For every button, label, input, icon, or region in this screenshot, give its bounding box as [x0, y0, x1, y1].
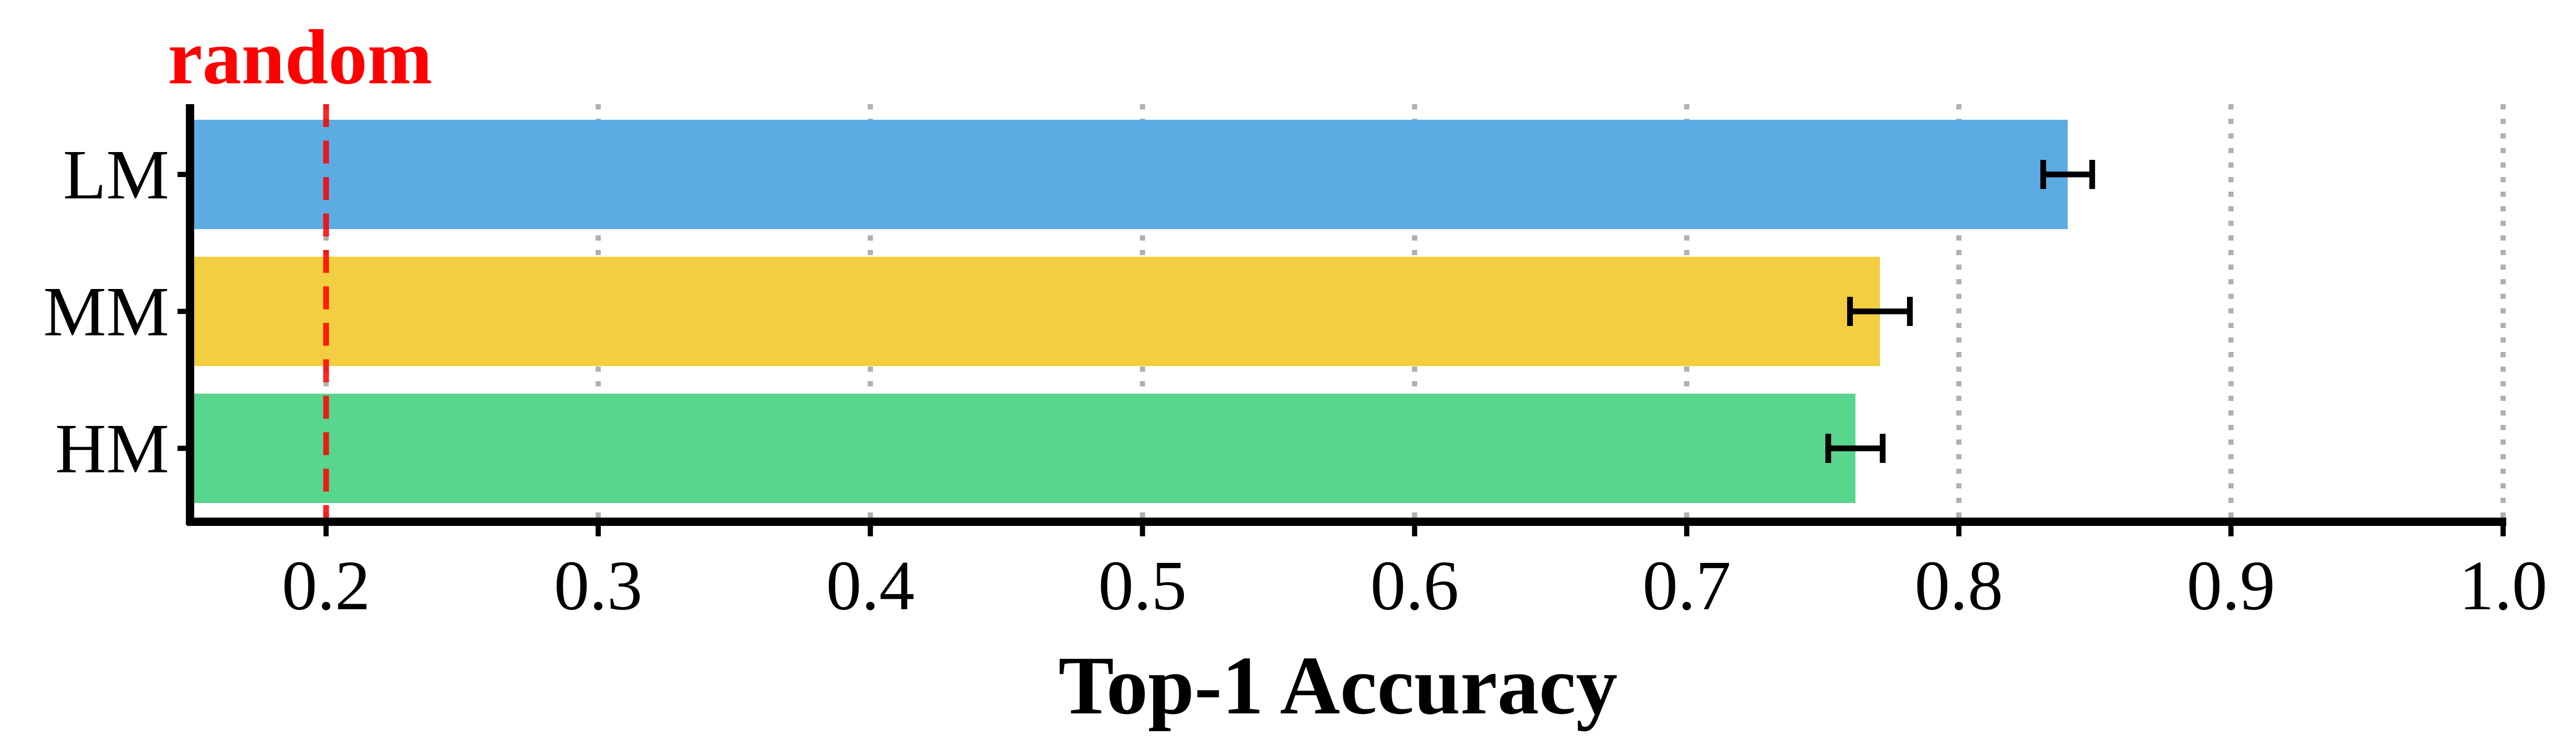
x-tick-label-5: 0.7: [1643, 547, 1731, 625]
y-tick-label-mm: MM: [43, 273, 169, 351]
x-tick-label-8: 1.0: [2459, 547, 2547, 625]
bars: [190, 120, 2095, 503]
x-tick-label-4: 0.6: [1370, 547, 1459, 625]
y-tick-label-hm: HM: [55, 410, 169, 488]
x-tick-label-3: 0.5: [1098, 547, 1186, 625]
x-tick-label-0: 0.2: [282, 547, 370, 625]
error-bar-hm: [1825, 434, 1886, 463]
x-tick-label-1: 0.3: [554, 547, 642, 625]
reference-line-label: random: [168, 14, 432, 100]
bar-mm: [190, 257, 1880, 366]
bar-lm: [190, 120, 2068, 229]
error-bar-mm: [1847, 297, 1913, 326]
error-bar-lm: [2040, 160, 2095, 189]
ticks: LM MM HM 0.2 0.3 0.4 0.5 0.6 0.7 0.8 0.9 1.0: [43, 136, 2547, 625]
bar-hm: [190, 394, 1855, 503]
x-tick-label-7: 0.9: [2187, 547, 2275, 625]
x-tick-label-6: 0.8: [1915, 547, 2003, 625]
x-tick-label-2: 0.4: [826, 547, 915, 625]
y-tick-label-lm: LM: [63, 136, 169, 214]
x-axis-title: Top-1 Accuracy: [1058, 639, 1618, 732]
